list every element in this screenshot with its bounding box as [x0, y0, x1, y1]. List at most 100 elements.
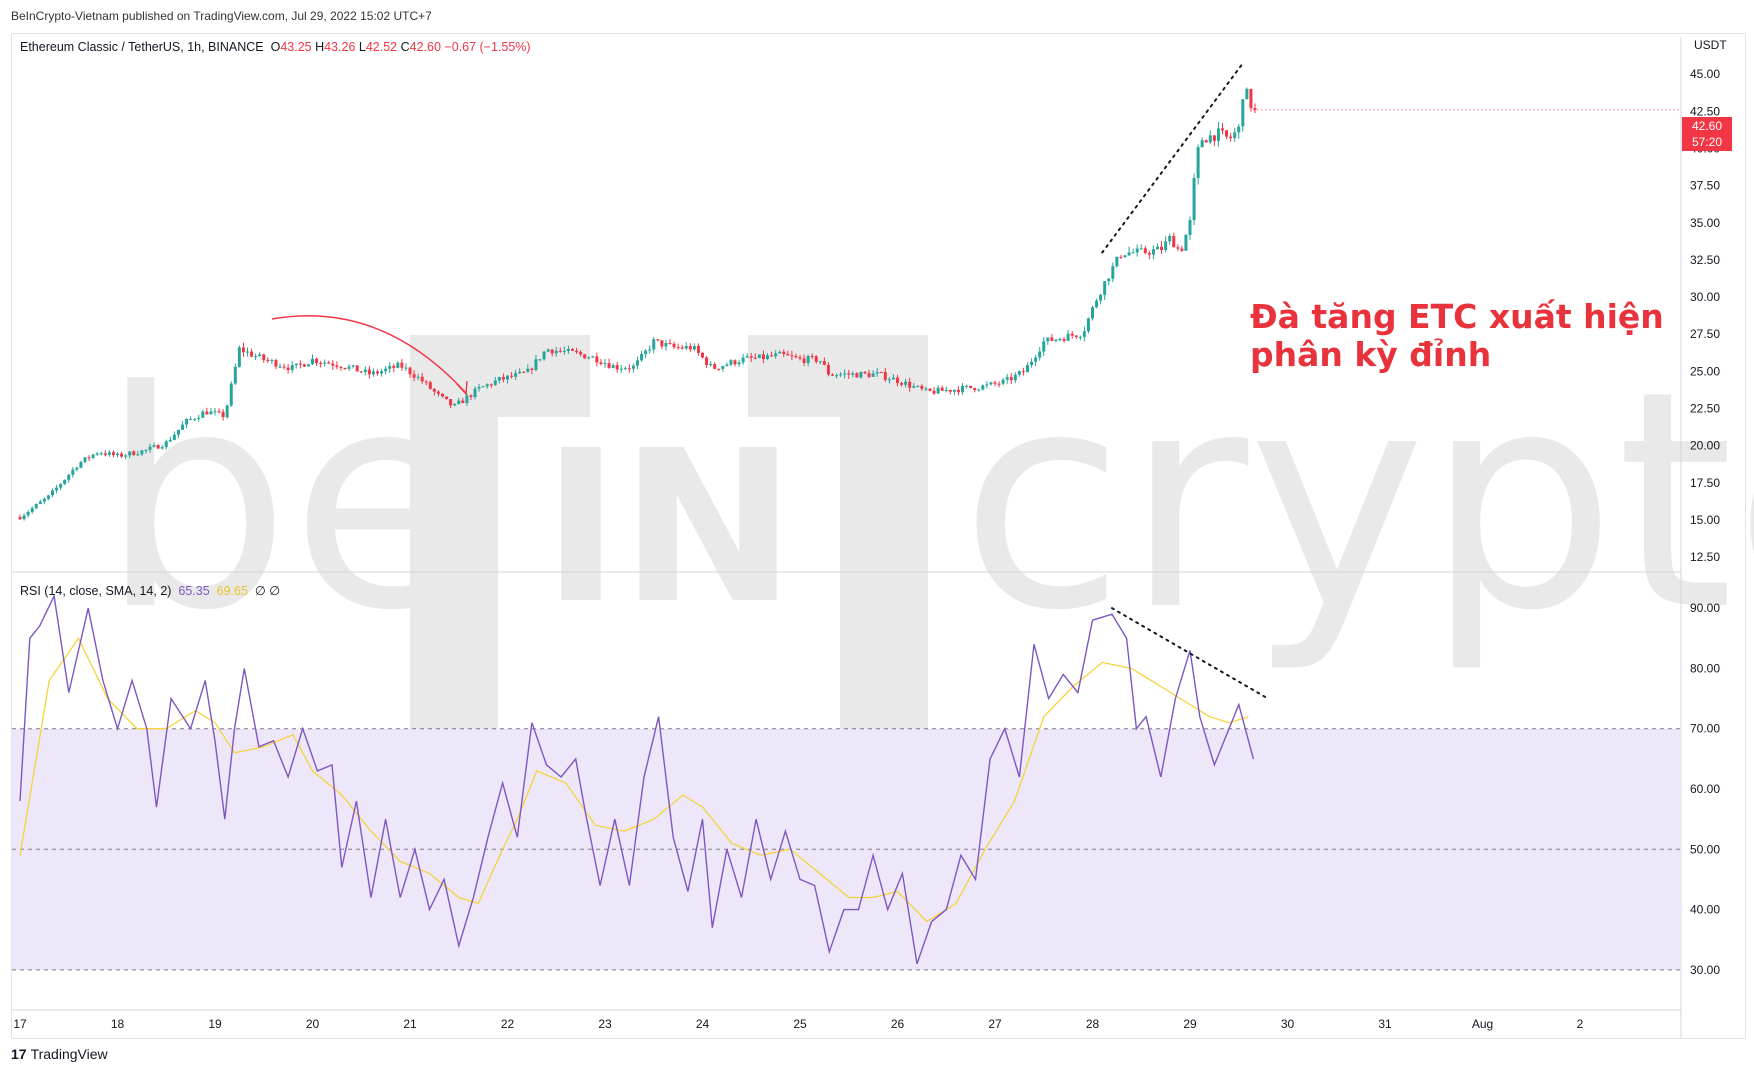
candle-body: [1172, 236, 1176, 248]
time-tick-label: 18: [111, 1017, 125, 1031]
candle-body: [912, 386, 916, 388]
candle-body: [1196, 147, 1200, 179]
time-tick-label: 21: [403, 1017, 417, 1031]
candle-body: [404, 367, 408, 369]
candle-body: [835, 375, 839, 377]
candle-body: [826, 364, 830, 375]
candle-body: [721, 366, 725, 369]
rsi-tick-label: 30.00: [1690, 963, 1720, 977]
candle-body: [794, 356, 798, 358]
rsi-label[interactable]: RSI (14, close, SMA, 14, 2): [20, 584, 172, 598]
candle-body: [831, 374, 834, 376]
candle-body: [339, 366, 343, 369]
time-tick-label: 29: [1183, 1017, 1197, 1031]
candle-body: [453, 403, 457, 406]
candle-body: [1156, 246, 1159, 250]
tv-brand: TradingView: [30, 1046, 108, 1062]
candle-body: [1253, 108, 1257, 110]
candle-body: [1212, 135, 1216, 141]
candle-body: [1091, 307, 1094, 319]
candle-body: [855, 373, 859, 378]
candle-body: [579, 352, 583, 355]
candle-body: [757, 354, 761, 358]
time-tick-label: 23: [598, 1017, 612, 1031]
close-value: 42.60: [409, 40, 441, 54]
candle-body: [120, 453, 124, 457]
candle-body: [514, 373, 518, 377]
candle-body: [928, 388, 932, 391]
candle-body: [55, 487, 59, 491]
candle-body: [948, 389, 952, 392]
candle-body: [116, 453, 119, 456]
candle-body: [1229, 136, 1233, 139]
candle-body: [449, 399, 453, 406]
candle-body: [30, 508, 34, 512]
candle-body: [627, 368, 631, 370]
candle-body: [497, 377, 501, 381]
axis-unit[interactable]: USDT: [1694, 38, 1727, 52]
candle-body: [1180, 248, 1184, 251]
candle-body: [660, 340, 664, 347]
candle-body: [766, 355, 769, 360]
candle-body: [506, 375, 509, 380]
candle-body: [384, 368, 388, 372]
candle-body: [810, 355, 814, 357]
candle-body: [530, 368, 534, 370]
candle-body: [636, 360, 639, 366]
candle-body: [1026, 365, 1029, 373]
candle-body: [607, 363, 611, 368]
candle-body: [863, 371, 867, 374]
candle-body: [599, 362, 603, 364]
candle-body: [924, 388, 928, 390]
symbol-legend[interactable]: Ethereum Classic / TetherUS, 1h, BINANCE…: [20, 40, 531, 54]
candle-body: [428, 382, 432, 389]
candle-body: [335, 365, 339, 367]
candle-body: [42, 498, 46, 502]
candle-body: [388, 365, 392, 369]
candle-body: [1184, 234, 1188, 251]
symbol-name[interactable]: Ethereum Classic / TetherUS, 1h, BINANCE: [20, 40, 264, 54]
time-tick-label: 22: [501, 1017, 515, 1031]
candle-body: [1135, 248, 1139, 253]
candle-body: [331, 363, 335, 366]
candle-body: [611, 365, 615, 368]
candle-body: [526, 368, 530, 373]
candle-body: [436, 391, 440, 394]
candle-body: [956, 389, 960, 393]
rsi-legend[interactable]: RSI (14, close, SMA, 14, 2) 65.35 69.65 …: [20, 583, 280, 598]
candle-body: [278, 366, 282, 368]
candle-body: [985, 384, 989, 386]
candle-body: [932, 390, 936, 394]
candle-body: [729, 360, 733, 365]
candle-body: [144, 449, 148, 451]
close-label: C: [400, 40, 410, 54]
candle-body: [111, 452, 115, 456]
candle-body: [59, 484, 63, 488]
time-axis[interactable]: 17 18 19 20 21 22 23 24 25 26 27 28 29 30 31 Aug 2: [13, 1017, 1583, 1031]
last-price-tag: 42.60 57:20: [1682, 117, 1732, 151]
candle-body: [1143, 248, 1147, 253]
candle-body: [717, 368, 721, 370]
candle-body: [205, 411, 209, 415]
candle-body: [363, 369, 367, 372]
price-axis[interactable]: 45.00 42.50 40.00 37.50 35.00 32.50 30.00 27.50…: [1690, 67, 1720, 977]
time-tick-label: 17: [13, 1017, 27, 1031]
candle-body: [619, 368, 623, 370]
tradingview-logo[interactable]: 17 TradingView: [11, 1046, 108, 1062]
candle-body: [562, 350, 566, 352]
candle-body: [1139, 248, 1143, 250]
candle-body: [233, 366, 237, 384]
price-tick-label: 30.00: [1690, 290, 1720, 304]
candle-body: [1046, 337, 1050, 342]
candle-body: [225, 405, 229, 418]
candle-body: [749, 356, 753, 358]
candle-body: [270, 360, 274, 362]
candle-body: [294, 363, 298, 366]
time-tick-label: 25: [793, 1017, 807, 1031]
candle-body: [103, 453, 107, 455]
candle-body: [1107, 278, 1111, 282]
candle-body: [1099, 294, 1103, 301]
candle-body: [973, 387, 977, 391]
candle-body: [181, 424, 184, 430]
